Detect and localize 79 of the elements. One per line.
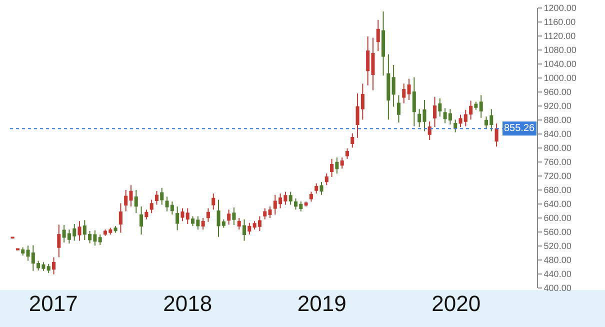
candlestick (320, 181, 324, 196)
candlestick (16, 248, 20, 251)
candlestick (21, 246, 25, 256)
candlestick (396, 94, 400, 123)
y-tick-label: 640.00 (544, 199, 572, 210)
candlestick (386, 54, 390, 120)
candlestick (176, 206, 180, 231)
candlestick (438, 98, 442, 117)
y-tick-label: 880.00 (544, 115, 572, 126)
candlestick (248, 222, 252, 235)
candlestick (206, 208, 210, 222)
candlestick (144, 209, 148, 220)
candlestick (428, 120, 432, 140)
candlestick (376, 19, 380, 52)
candlestick (52, 256, 56, 275)
y-tick-label: 760.00 (544, 157, 572, 168)
candlestick (407, 78, 411, 101)
y-tick-label: 680.00 (544, 185, 572, 196)
y-tick-label: 560.00 (544, 227, 572, 238)
candlestick (392, 64, 396, 108)
candlestick (382, 11, 386, 76)
y-tick-label: 800.00 (544, 143, 572, 154)
y-tick-label: 1000.00 (544, 73, 576, 84)
candlestick (494, 123, 498, 148)
candlestick (160, 187, 164, 206)
candlestick (46, 263, 50, 274)
y-tick-label: 480.00 (544, 255, 572, 266)
candlestick (227, 209, 231, 226)
candlestick (340, 156, 344, 170)
candlestick (78, 220, 82, 242)
y-tick-label: 1160.00 (544, 17, 576, 28)
ref-line-label: 855.26 (504, 123, 536, 134)
candlestick (335, 156, 339, 174)
y-tick-label: 1120.00 (544, 31, 576, 42)
candlestick (118, 202, 122, 234)
candlestick (402, 83, 406, 104)
candlestick (237, 218, 241, 230)
candlestick (114, 226, 118, 234)
candlestick (212, 193, 216, 210)
y-tick-label: 720.00 (544, 171, 572, 182)
x-tick-label: 2019 (297, 291, 346, 316)
y-tick-label: 400.00 (544, 283, 572, 294)
candlestick (288, 191, 292, 206)
candlestick (479, 94, 483, 118)
y-tick-label: 520.00 (544, 241, 572, 252)
x-tick-label: 2018 (163, 291, 212, 316)
candlestick (134, 190, 138, 214)
candlestick (469, 100, 473, 120)
y-tick-label: 960.00 (544, 87, 572, 98)
x-tick-label: 2020 (432, 291, 481, 316)
candlestick (154, 190, 158, 206)
candlestick (180, 208, 184, 222)
y-tick-label: 440.00 (544, 269, 572, 280)
x-tick-label: 2017 (28, 291, 78, 316)
candlestick (454, 119, 458, 133)
candlestick (350, 132, 354, 148)
candlestick (232, 207, 236, 226)
candlestick (186, 208, 190, 224)
candlestick (98, 234, 102, 246)
candlestick (242, 218, 246, 242)
candlestick (304, 201, 308, 207)
y-tick-label: 600.00 (544, 213, 572, 224)
candlestick (150, 199, 154, 214)
candlestick (314, 182, 318, 194)
y-tick-label: 1040.00 (544, 59, 576, 70)
y-tick-label: 1200.00 (544, 3, 576, 14)
candlestick (201, 218, 205, 230)
candlestick (433, 96, 437, 128)
y-tick-label: 920.00 (544, 101, 572, 112)
candlestick (474, 101, 478, 110)
candlestick (345, 148, 349, 160)
candlestick (324, 173, 328, 186)
candlestick (309, 191, 313, 202)
candlestick (57, 224, 61, 258)
candlestick (412, 76, 416, 127)
candlestick (140, 206, 144, 235)
y-tick-label: 1080.00 (544, 45, 576, 56)
y-tick-label: 840.00 (544, 129, 572, 140)
candlestick (330, 158, 334, 178)
